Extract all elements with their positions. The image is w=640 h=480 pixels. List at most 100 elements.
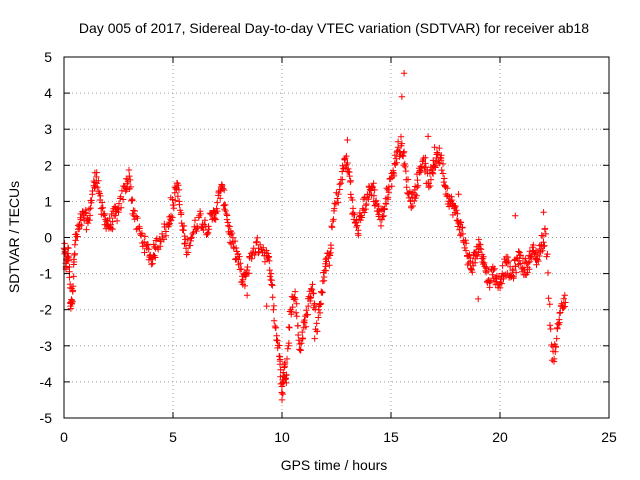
y-tick-label: -1 bbox=[40, 266, 53, 282]
data-point bbox=[109, 225, 116, 233]
data-point bbox=[286, 324, 293, 331]
data-point bbox=[237, 260, 244, 267]
data-point bbox=[266, 257, 273, 265]
data-point-outlier bbox=[167, 194, 174, 201]
data-point bbox=[61, 246, 68, 253]
data-point bbox=[68, 297, 76, 304]
x-tick-label: 5 bbox=[169, 429, 177, 445]
data-point bbox=[276, 342, 283, 349]
data-point bbox=[353, 223, 360, 231]
data-point bbox=[115, 200, 123, 207]
data-point bbox=[87, 204, 94, 212]
data-point bbox=[343, 152, 350, 160]
data-point bbox=[452, 202, 459, 210]
data-point bbox=[270, 302, 278, 310]
data-point-outlier bbox=[424, 133, 432, 140]
data-point bbox=[106, 214, 113, 222]
data-point bbox=[214, 199, 221, 206]
data-point bbox=[147, 251, 154, 259]
data-point bbox=[239, 276, 247, 283]
data-point bbox=[307, 294, 314, 301]
data-point bbox=[453, 207, 460, 214]
data-point bbox=[175, 186, 183, 194]
data-point bbox=[86, 212, 94, 219]
data-point bbox=[385, 189, 393, 196]
data-point bbox=[444, 185, 451, 192]
data-point bbox=[461, 244, 468, 252]
data-point bbox=[397, 133, 405, 140]
data-point bbox=[436, 144, 443, 152]
data-point bbox=[222, 201, 229, 209]
data-point bbox=[98, 199, 106, 206]
data-point bbox=[403, 184, 410, 191]
data-point bbox=[373, 197, 380, 204]
data-point bbox=[381, 206, 388, 213]
data-point bbox=[165, 221, 173, 228]
data-point bbox=[170, 201, 177, 209]
y-tick-label: -5 bbox=[40, 410, 53, 426]
data-point bbox=[477, 246, 485, 253]
data-point bbox=[560, 304, 567, 311]
data-point bbox=[316, 309, 324, 317]
data-point bbox=[162, 232, 170, 239]
data-point bbox=[490, 266, 497, 274]
data-point bbox=[401, 163, 409, 171]
data-point bbox=[429, 170, 437, 177]
data-point bbox=[558, 300, 565, 307]
data-point bbox=[336, 181, 343, 188]
data-point bbox=[500, 272, 507, 279]
data-point bbox=[542, 230, 549, 238]
data-point bbox=[219, 182, 226, 189]
data-point bbox=[363, 200, 370, 208]
data-point bbox=[310, 290, 317, 297]
data-points bbox=[60, 70, 569, 404]
data-point bbox=[205, 226, 213, 233]
data-point bbox=[539, 247, 546, 254]
data-point bbox=[278, 389, 286, 396]
data-point bbox=[174, 193, 182, 200]
data-point bbox=[545, 295, 552, 302]
data-point bbox=[169, 214, 176, 221]
data-point bbox=[276, 357, 284, 365]
data-point bbox=[561, 292, 568, 299]
data-point bbox=[148, 261, 155, 268]
data-point bbox=[297, 347, 304, 354]
data-point bbox=[390, 172, 398, 180]
data-point bbox=[544, 250, 551, 258]
data-point bbox=[409, 202, 416, 210]
data-point bbox=[400, 149, 407, 157]
data-point bbox=[141, 249, 148, 256]
data-point bbox=[375, 202, 382, 210]
data-point bbox=[254, 234, 261, 242]
data-point bbox=[320, 273, 328, 281]
data-point bbox=[469, 269, 476, 276]
data-point bbox=[298, 340, 305, 347]
data-point bbox=[71, 250, 78, 257]
data-point bbox=[274, 337, 281, 344]
data-point bbox=[491, 265, 498, 272]
data-point bbox=[127, 183, 135, 191]
data-point bbox=[441, 175, 448, 182]
data-point bbox=[175, 182, 182, 189]
data-point bbox=[498, 280, 505, 287]
data-point bbox=[351, 211, 358, 218]
data-point bbox=[245, 270, 253, 277]
data-point bbox=[201, 217, 209, 224]
data-point bbox=[334, 195, 341, 202]
data-point bbox=[145, 246, 152, 253]
data-point bbox=[241, 282, 249, 290]
data-point bbox=[358, 214, 365, 221]
data-point bbox=[88, 197, 95, 204]
data-point bbox=[414, 182, 422, 189]
grid bbox=[64, 57, 609, 418]
data-point bbox=[553, 335, 560, 342]
data-point bbox=[214, 207, 221, 215]
data-point-outlier bbox=[211, 209, 218, 216]
data-point bbox=[141, 233, 149, 240]
data-point bbox=[522, 255, 529, 262]
data-point bbox=[554, 320, 562, 327]
data-point bbox=[547, 325, 554, 333]
data-point bbox=[252, 249, 259, 256]
data-point bbox=[65, 245, 72, 252]
